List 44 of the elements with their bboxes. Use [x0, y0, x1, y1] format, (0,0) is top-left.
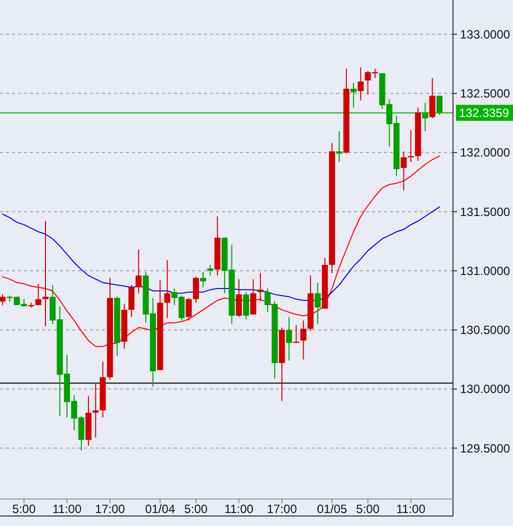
candlestick: [243, 292, 250, 320]
candlestick: [128, 284, 134, 318]
x-tick-label: 01/05: [317, 502, 348, 516]
x-tick-label: 17:00: [266, 502, 298, 516]
y-tick-label: 130.0000: [460, 382, 510, 396]
x-tick-label: 11:00: [52, 502, 82, 516]
x-tick-label: 11:00: [396, 502, 426, 516]
y-tick-label: 131.5000: [460, 204, 510, 219]
candlestick: [358, 66, 364, 102]
y-tick-label: 129.5000: [460, 441, 510, 456]
y-tick-label: 132.0000: [460, 146, 510, 160]
x-tick-label: 5:00: [356, 502, 380, 516]
candlestick: [429, 78, 436, 119]
x-tick-label: 01/04: [145, 502, 176, 516]
x-tick-label: 5:00: [12, 502, 36, 516]
candlestick: [186, 297, 192, 321]
y-tick-label: 131.0000: [460, 264, 510, 278]
candlestick: [200, 271, 206, 288]
candlestick: [207, 264, 214, 276]
candlestick: [422, 102, 428, 132]
x-tick-label: 5:00: [184, 502, 208, 516]
ref-line-label: 132.3359: [459, 106, 510, 120]
candlestick: [35, 283, 42, 306]
y-tick-label: 133.0000: [460, 27, 510, 42]
y-tick-label: 132.5000: [460, 86, 510, 101]
candlestick: [0, 294, 6, 306]
candlestick: [436, 95, 443, 116]
candlestick: [400, 150, 407, 191]
candlestick: [136, 249, 142, 294]
line-series: [2, 156, 440, 347]
candlestick: [257, 272, 264, 302]
candlestick: [293, 324, 300, 344]
candlestick: [300, 320, 306, 360]
x-tick-label: 17:00: [94, 502, 126, 516]
candlestick: [408, 130, 414, 162]
candlestick: [250, 278, 256, 316]
candlestick: [350, 82, 357, 108]
y-tick-label: 130.5000: [460, 323, 510, 338]
x-tick-label: 11:00: [224, 502, 254, 516]
candlestick: [164, 260, 170, 319]
candlestick: [286, 316, 292, 362]
candlestick: [314, 282, 321, 324]
candlestick: [192, 276, 199, 304]
candlestick: [236, 278, 242, 318]
